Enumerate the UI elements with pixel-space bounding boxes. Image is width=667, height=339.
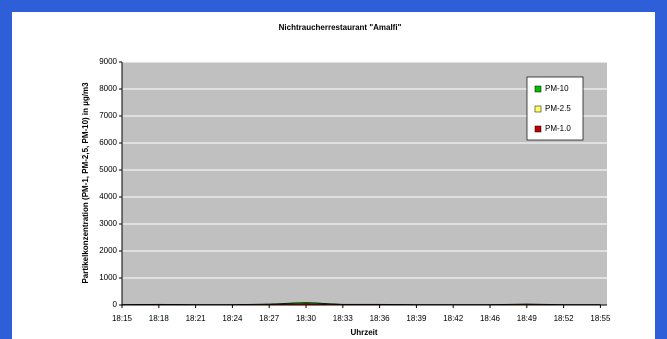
legend-swatch (534, 105, 542, 113)
y-tick-label: 3000 (99, 219, 117, 228)
area (121, 303, 601, 306)
x-tick-label: 18:30 (296, 314, 317, 323)
legend-label: PM-2.5 (545, 104, 571, 113)
plot-area (122, 62, 607, 305)
y-tick-label: 4000 (99, 192, 117, 201)
chart-title: Nichtraucherrestaurant "Amalfi" (279, 23, 402, 32)
x-tick-label: 18:55 (590, 314, 611, 323)
y-tick-label: 9000 (99, 57, 117, 66)
x-tick-label: 18:46 (480, 314, 501, 323)
y-tick-label: 6000 (99, 138, 117, 147)
legend-swatch (534, 85, 542, 93)
x-tick-label: 18:36 (370, 314, 391, 323)
x-tick-label: 18:18 (149, 314, 170, 323)
y-tick-label: 5000 (99, 165, 117, 174)
legend-label: PM-10 (545, 84, 569, 93)
x-tick-label: 18:52 (554, 314, 575, 323)
x-tick-label: 18:39 (406, 314, 427, 323)
x-axis-title: Uhrzeit (350, 328, 377, 337)
x-tick-label: 18:33 (333, 314, 354, 323)
y-tick-label: 2000 (99, 246, 117, 255)
y-tick-label: 0 (113, 300, 118, 309)
legend-label: PM-1.0 (545, 124, 571, 133)
y-tick-label: 8000 (99, 84, 117, 93)
x-tick-label: 18:21 (186, 314, 207, 323)
x-tick-label: 18:27 (259, 314, 280, 323)
y-axis-title: Partikelkonzentration (PM-1, PM-2,5, PM-… (81, 82, 90, 284)
x-tick-label: 18:24 (222, 314, 243, 323)
y-tick-label: 1000 (99, 273, 117, 282)
legend-swatch (534, 125, 542, 133)
x-tick-label: 18:42 (443, 314, 464, 323)
y-tick-label: 7000 (99, 111, 117, 120)
x-tick-label: 18:15 (112, 314, 133, 323)
x-tick-label: 18:49 (517, 314, 538, 323)
